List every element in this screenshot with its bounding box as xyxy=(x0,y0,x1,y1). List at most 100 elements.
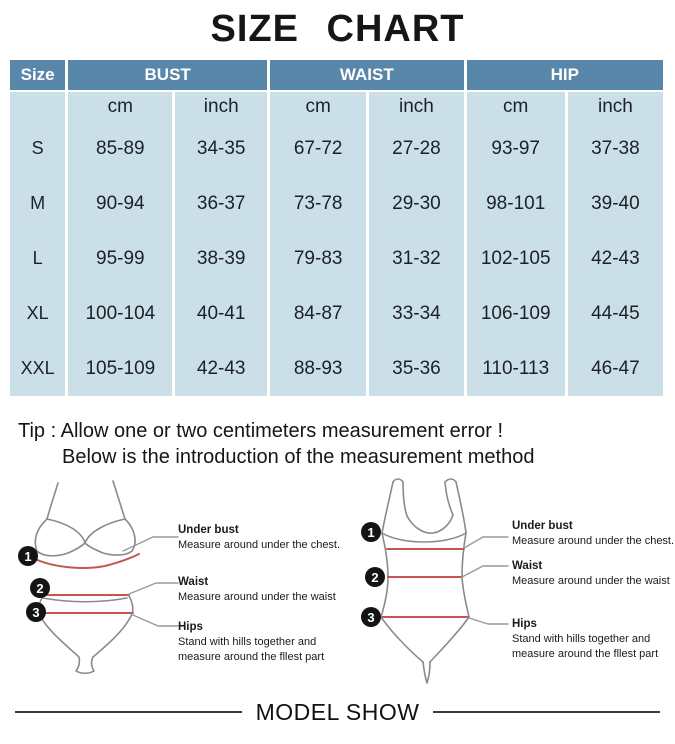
underbust-connector-line xyxy=(463,536,509,549)
measurement-value: 110-113 xyxy=(463,341,567,396)
measurement-value: 44-45 xyxy=(564,286,663,341)
measurement-value: 88-93 xyxy=(267,341,368,396)
model-show-title: MODEL SHOW xyxy=(255,698,420,725)
guide-under-bust-label: Under bust Measure around under the ches… xyxy=(512,520,675,547)
measurement-value: 79-83 xyxy=(267,231,368,286)
size-label: XXL xyxy=(10,341,67,396)
measurement-value: 85-89 xyxy=(65,121,174,176)
guide-under-bust-label: Under bust Measure around under the ches… xyxy=(178,524,341,551)
badge-3-icon: 3 xyxy=(361,607,381,627)
bikini-bottom-outline xyxy=(37,595,134,675)
svg-text:2: 2 xyxy=(371,570,378,585)
guide-waist-label: Waist Measure around under the waist xyxy=(512,560,670,587)
divider-line-left xyxy=(15,711,242,713)
swimsuit-right-strap-inner xyxy=(444,481,454,516)
unit-label-cm: cm xyxy=(267,91,368,121)
tip-text: Tip : Allow one or two centimeters measu… xyxy=(18,418,534,470)
model-show-section: MODEL SHOW xyxy=(15,698,661,725)
guide-hips-label: Hips Stand with hills together and measu… xyxy=(512,618,659,660)
swimsuit-measurement-diagram: 1 2 3 xyxy=(361,478,509,684)
tip-line-1: Tip : Allow one or two centimeters measu… xyxy=(18,420,503,442)
swimsuit-right-strap-outer xyxy=(455,481,467,534)
measurement-value: 105-109 xyxy=(65,341,174,396)
measurement-value: 102-105 xyxy=(463,231,567,286)
measurement-value: 35-36 xyxy=(366,341,466,396)
table-row: L 95-99 38-39 79-83 31-32 102-105 42-43 xyxy=(10,231,663,286)
table-row: XXL 105-109 42-43 88-93 35-36 110-113 46… xyxy=(10,341,663,396)
page-title: SIZE CHART xyxy=(210,8,465,50)
measurement-value: 46-47 xyxy=(564,341,663,396)
size-label: L xyxy=(10,231,67,286)
swimsuit-neckline-scoop xyxy=(406,514,454,534)
badge-1-icon: 1 xyxy=(18,546,38,566)
unit-label-cm: cm xyxy=(65,91,174,121)
bikini-right-strap xyxy=(112,480,126,520)
measurement-value: 33-34 xyxy=(366,286,466,341)
measurement-value: 27-28 xyxy=(366,121,466,176)
header-hip: HIP xyxy=(463,60,663,92)
badge-3-icon: 3 xyxy=(26,602,46,622)
measurement-value: 36-37 xyxy=(172,176,269,231)
size-label: M xyxy=(10,176,67,231)
measurement-value: 84-87 xyxy=(267,286,368,341)
hips-connector-line xyxy=(132,614,179,627)
header-waist: WAIST xyxy=(267,60,466,92)
swimsuit-crotch xyxy=(422,661,431,684)
measurement-value: 34-35 xyxy=(172,121,269,176)
swimsuit-right-strap-top xyxy=(444,478,457,483)
size-label: XL xyxy=(10,286,67,341)
measurement-value: 31-32 xyxy=(366,231,466,286)
table-unit-row: cm inch cm inch cm inch xyxy=(10,91,663,121)
badge-2-icon: 2 xyxy=(365,567,385,587)
svg-text:1: 1 xyxy=(367,525,374,540)
swimsuit-left-leg-edge xyxy=(380,616,424,663)
waist-connector-line xyxy=(461,565,509,578)
bikini-left-cup xyxy=(34,518,86,557)
header-size: Size xyxy=(10,60,67,92)
hips-connector-line xyxy=(468,617,509,625)
measurement-value: 39-40 xyxy=(564,176,663,231)
measurement-value: 29-30 xyxy=(366,176,466,231)
svg-text:3: 3 xyxy=(32,605,39,620)
svg-text:1: 1 xyxy=(24,549,31,564)
swimsuit-right-leg-edge xyxy=(429,616,470,663)
unit-label-inch: inch xyxy=(564,91,663,121)
measurement-value: 40-41 xyxy=(172,286,269,341)
measurement-value: 106-109 xyxy=(463,286,567,341)
measurement-value: 100-104 xyxy=(65,286,174,341)
measurement-value: 98-101 xyxy=(463,176,567,231)
unit-label-inch: inch xyxy=(172,91,269,121)
table-row: XL 100-104 40-41 84-87 33-34 106-109 44-… xyxy=(10,286,663,341)
unit-label-inch: inch xyxy=(366,91,466,121)
table-header-row: Size BUST WAIST HIP xyxy=(10,60,663,92)
measurement-value: 37-38 xyxy=(564,121,663,176)
badge-2-icon: 2 xyxy=(30,578,50,598)
bikini-left-strap xyxy=(46,482,59,520)
measurement-value: 95-99 xyxy=(65,231,174,286)
measurement-value: 93-97 xyxy=(463,121,567,176)
guide-hips-label: Hips Stand with hills together and measu… xyxy=(178,621,325,663)
underbust-measure-line xyxy=(34,553,140,569)
bikini-right-cup xyxy=(84,518,136,556)
measurement-value: 38-39 xyxy=(172,231,269,286)
measurement-value: 67-72 xyxy=(267,121,368,176)
unit-spacer xyxy=(10,91,67,121)
table-row: S 85-89 34-35 67-72 27-28 93-97 37-38 xyxy=(10,121,663,176)
swimsuit-chest-curve xyxy=(381,532,467,543)
svg-text:2: 2 xyxy=(36,581,43,596)
measurement-value: 90-94 xyxy=(65,176,174,231)
measurement-value: 42-43 xyxy=(172,341,269,396)
table-row: M 90-94 36-37 73-78 29-30 98-101 39-40 xyxy=(10,176,663,231)
measurement-value: 73-78 xyxy=(267,176,368,231)
swimsuit-left-strap-inner xyxy=(402,481,408,517)
swimsuit-left-strap-outer xyxy=(381,481,394,534)
measurement-value: 42-43 xyxy=(564,231,663,286)
guide-waist-label: Waist Measure around under the waist xyxy=(178,576,336,603)
bikini-measurement-diagram: 1 2 3 xyxy=(18,480,179,675)
bikini-bottom-top-edge xyxy=(42,597,128,603)
size-label: S xyxy=(10,121,67,176)
swimsuit-left-strap-top xyxy=(392,478,404,483)
header-bust: BUST xyxy=(65,60,269,92)
underbust-connector-line xyxy=(122,536,179,552)
